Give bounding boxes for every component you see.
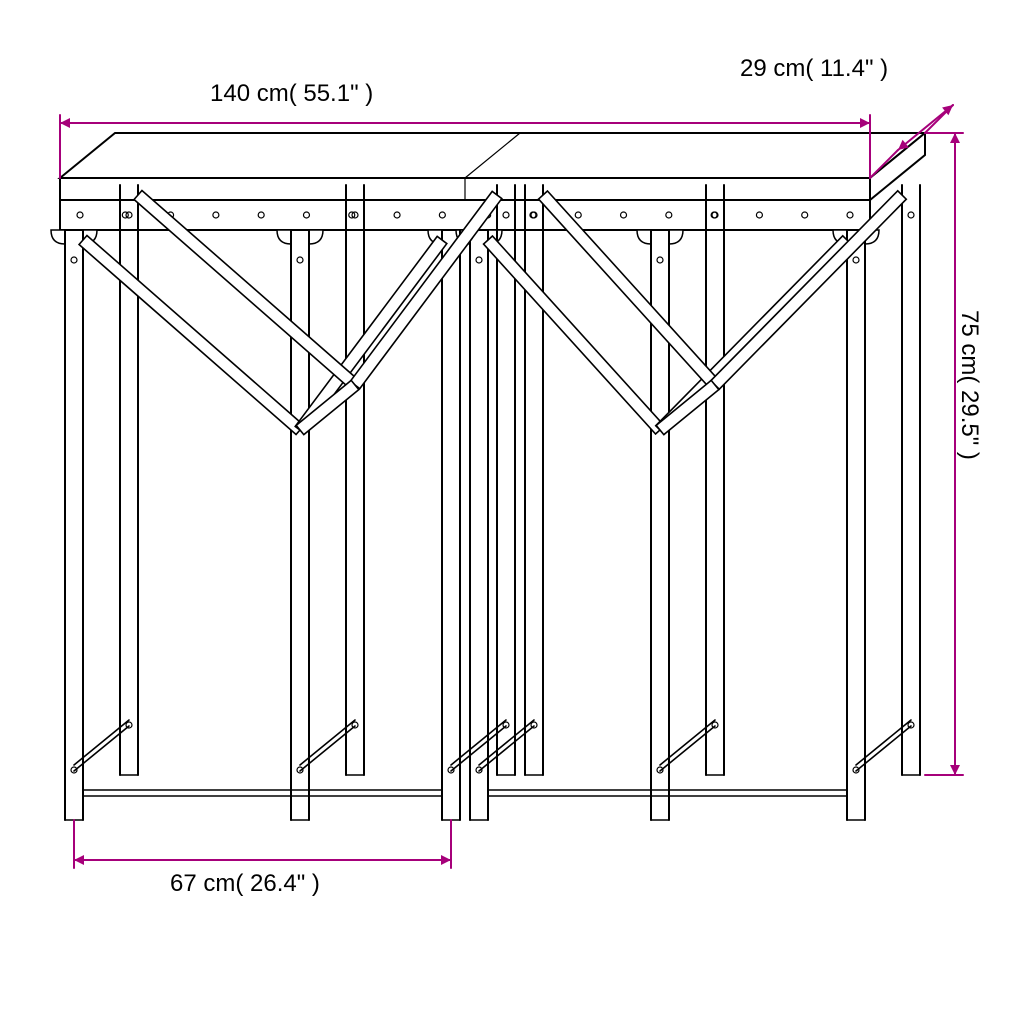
dim-width-in: ( 55.1" ) (289, 80, 374, 107)
table-line-art (0, 0, 1024, 1024)
dim-width-cm: 140 cm (210, 80, 289, 107)
dim-height-in: ( 29.5" ) (956, 375, 983, 460)
dim-section-cm: 67 cm (170, 870, 235, 897)
drawing-canvas: 140 cm( 55.1" ) 29 cm( 11.4" ) 75 cm( 29… (0, 0, 1024, 1024)
dim-depth-in: ( 11.4" ) (805, 55, 888, 82)
dim-width-label: 140 cm( 55.1" ) (210, 80, 373, 108)
dim-depth-cm: 29 cm (740, 55, 805, 82)
dim-height-label: 75 cm( 29.5" ) (955, 310, 983, 460)
dim-height-cm: 75 cm (956, 310, 983, 375)
dim-section-in: ( 26.4" ) (235, 870, 320, 897)
dim-section-label: 67 cm( 26.4" ) (170, 870, 320, 898)
dim-depth-label: 29 cm( 11.4" ) (740, 55, 888, 83)
